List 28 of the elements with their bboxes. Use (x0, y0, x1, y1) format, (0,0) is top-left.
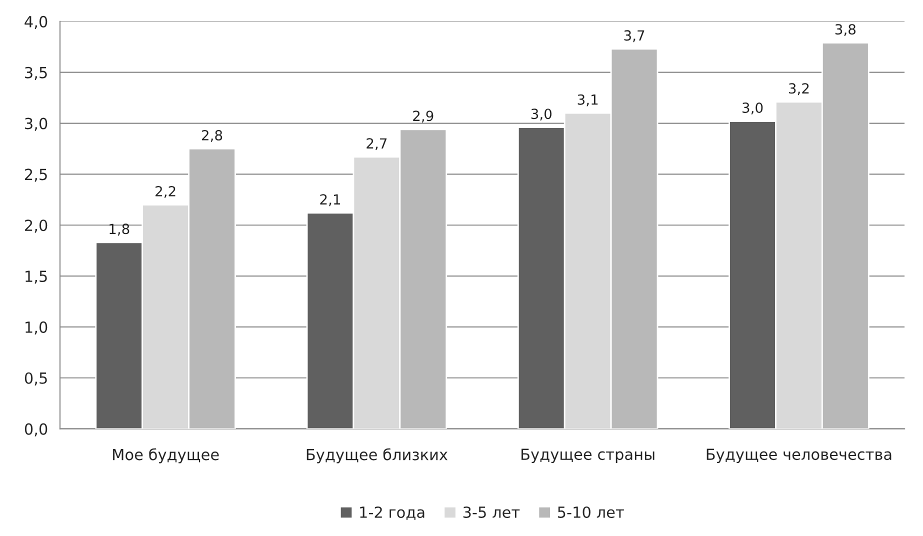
y-tick-label: 3,0 (25, 118, 48, 131)
data-label: 2,1 (320, 194, 340, 206)
legend-label: 1-2 года (360, 506, 424, 520)
data-label: 2,2 (156, 186, 176, 198)
x-tick-label: Будущее близких (306, 448, 448, 464)
y-tick-label: 0,5 (24, 372, 47, 386)
x-tick-label: Будущее человечества (706, 448, 892, 464)
data-label: 2,8 (202, 130, 222, 142)
data-label: 3,7 (624, 30, 644, 42)
y-tick-label: 1,0 (26, 321, 48, 335)
data-label: 1,8 (110, 224, 130, 236)
data-label: 3,2 (788, 83, 809, 96)
data-label: 2,9 (413, 110, 434, 123)
y-tick-label: 3,5 (25, 66, 47, 80)
x-tick-label: Будущее страны (522, 448, 654, 464)
y-tick-label: 2,0 (25, 220, 48, 233)
data-label: 2,7 (366, 138, 387, 150)
x-tick-label: Мое будущее (113, 448, 219, 464)
y-tick-label: 0,0 (24, 423, 48, 436)
data-label: 3,0 (742, 102, 763, 114)
legend-label: 3-5 лет (463, 506, 520, 518)
data-label: 3,8 (835, 24, 856, 36)
y-tick-label: 1,5 (26, 270, 47, 284)
y-tick-label: 4,0 (24, 16, 48, 30)
y-tick-label: 2,5 (25, 168, 47, 182)
data-label: 3,0 (531, 108, 552, 121)
data-label: 3,1 (578, 94, 598, 106)
legend-label: 5-10 лет (558, 506, 624, 518)
